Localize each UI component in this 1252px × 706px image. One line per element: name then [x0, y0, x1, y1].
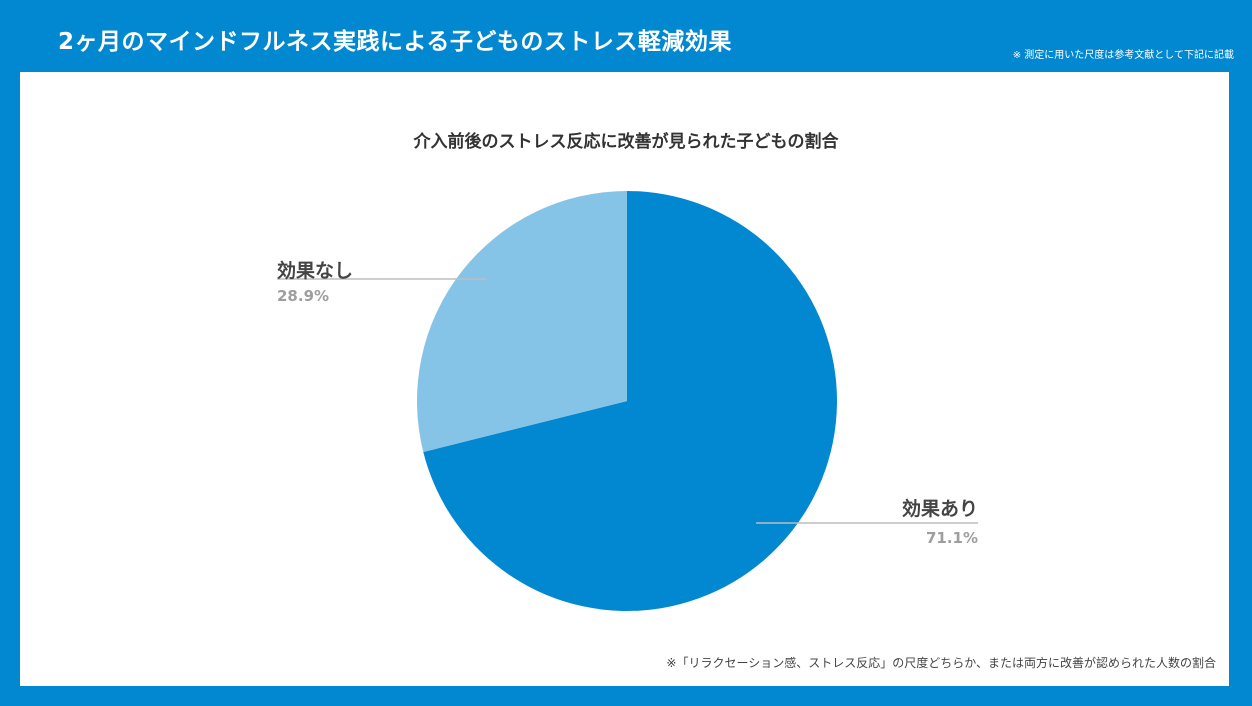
page-title: 2ヶ月のマインドフルネス実践による子どものストレス軽減効果: [58, 29, 732, 55]
slice-label-effect: 効果あり: [901, 498, 978, 520]
header-note: ※ 測定に用いた尺度は参考文献として下記に記載: [1012, 50, 1234, 61]
footnote: ※「リラクセーション感、ストレス反応」の尺度どちらか、または両方に改善が認められ…: [666, 656, 1216, 670]
slice-label-no-effect: 効果なし: [277, 260, 354, 282]
pie-slice-effect: [423, 191, 837, 612]
slice-value-effect: 71.1%: [925, 529, 978, 547]
pie-slice-no-effect: [417, 191, 627, 452]
chart-title: 介入前後のストレス反応に改善が見られた子どもの割合: [413, 132, 839, 152]
slice-value-no-effect: 28.9%: [277, 287, 330, 305]
